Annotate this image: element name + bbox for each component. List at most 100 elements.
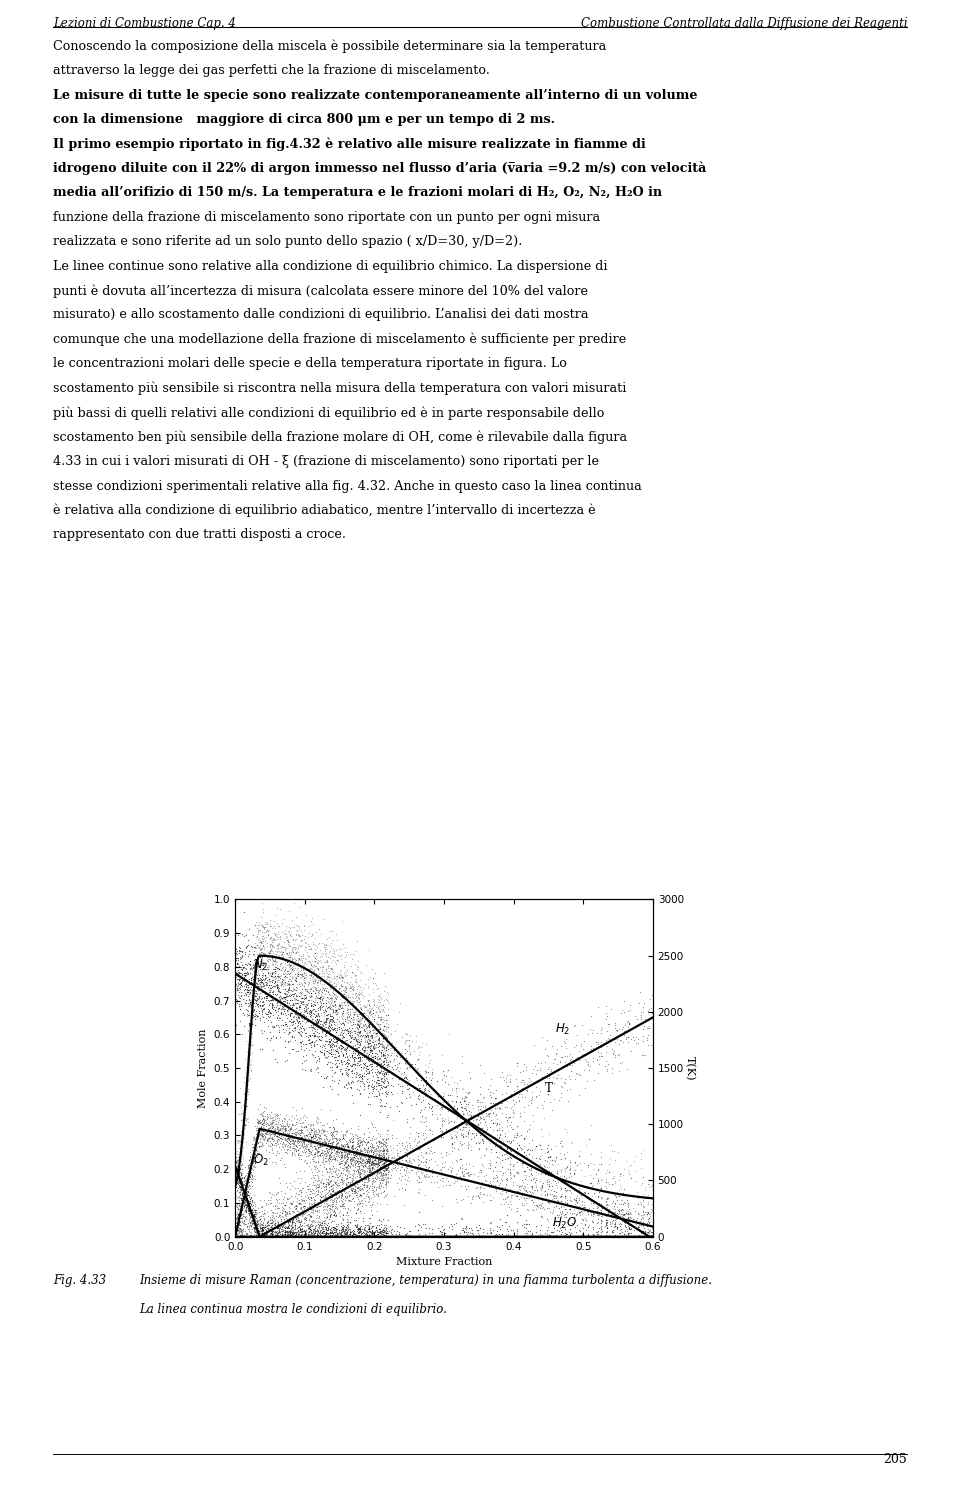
Point — [281, 932, 297, 956]
Point — [356, 1160, 372, 1184]
Point — [240, 1168, 255, 1192]
Point — [338, 1073, 353, 1097]
Point — [369, 1070, 384, 1094]
Point — [263, 1027, 278, 1051]
Point — [304, 976, 320, 1000]
Point — [325, 1204, 341, 1228]
Point — [303, 1225, 319, 1249]
Point — [290, 964, 305, 988]
Point — [534, 1117, 549, 1141]
Point — [298, 1198, 313, 1222]
Point — [435, 1166, 450, 1190]
Point — [346, 1153, 361, 1177]
Point — [278, 1216, 294, 1240]
Point — [365, 1021, 380, 1045]
Point — [232, 1168, 248, 1192]
Point — [230, 1205, 246, 1229]
Point — [338, 1150, 353, 1174]
Point — [230, 1211, 246, 1235]
Point — [257, 1001, 273, 1025]
Point — [234, 1153, 250, 1177]
Point — [247, 1136, 262, 1160]
Point — [542, 1163, 558, 1187]
Point — [341, 1007, 356, 1031]
Point — [349, 1022, 365, 1046]
Point — [399, 1048, 415, 1072]
Point — [357, 1007, 372, 1031]
Point — [380, 982, 396, 1006]
Point — [272, 964, 287, 988]
Point — [336, 1136, 351, 1160]
Point — [229, 1163, 245, 1187]
Point — [228, 1157, 244, 1181]
Point — [265, 1115, 280, 1139]
Point — [546, 1189, 562, 1213]
Point — [263, 1225, 278, 1249]
Point — [590, 1219, 606, 1243]
Point — [277, 983, 293, 1007]
Point — [336, 1190, 351, 1214]
Point — [260, 953, 276, 977]
Point — [636, 1219, 651, 1243]
Point — [313, 1171, 328, 1195]
Point — [384, 1066, 399, 1090]
Point — [380, 1154, 396, 1178]
Point — [319, 950, 334, 974]
Point — [234, 1193, 250, 1217]
Point — [237, 1013, 252, 1037]
Point — [266, 1225, 281, 1249]
Point — [318, 1177, 333, 1201]
Point — [230, 947, 246, 971]
Point — [252, 1126, 268, 1150]
Point — [380, 1003, 396, 1027]
Point — [373, 1160, 389, 1184]
Point — [265, 949, 280, 973]
Point — [264, 1220, 279, 1244]
Point — [334, 1183, 349, 1207]
Point — [265, 1225, 280, 1249]
Point — [372, 1139, 387, 1163]
Point — [322, 1160, 337, 1184]
Point — [563, 1076, 578, 1100]
Point — [362, 1147, 377, 1171]
Point — [334, 1048, 349, 1072]
Point — [258, 985, 274, 1009]
Point — [300, 1124, 315, 1148]
Point — [257, 1202, 273, 1226]
Point — [346, 1141, 361, 1165]
Point — [503, 1225, 518, 1249]
Point — [516, 1183, 532, 1207]
Point — [347, 1049, 362, 1073]
Point — [346, 1177, 361, 1201]
Point — [321, 962, 336, 986]
Point — [256, 1225, 272, 1249]
Point — [480, 1078, 495, 1102]
Point — [444, 1135, 460, 1159]
Point — [277, 964, 293, 988]
Point — [330, 1139, 346, 1163]
Point — [325, 1222, 341, 1246]
Point — [325, 1220, 341, 1244]
Point — [434, 1112, 449, 1136]
Point — [243, 1141, 258, 1165]
Point — [240, 1225, 255, 1249]
Point — [351, 1078, 367, 1102]
Point — [604, 1220, 619, 1244]
Point — [362, 1034, 377, 1058]
Point — [228, 1220, 244, 1244]
Point — [260, 955, 276, 979]
Point — [360, 1186, 375, 1210]
X-axis label: Mixture Fraction: Mixture Fraction — [396, 1258, 492, 1267]
Point — [589, 1201, 605, 1225]
Point — [590, 1169, 606, 1193]
Point — [473, 1117, 489, 1141]
Point — [546, 1180, 562, 1204]
Point — [272, 1018, 287, 1042]
Point — [310, 1216, 325, 1240]
Point — [262, 926, 277, 950]
Point — [373, 1157, 389, 1181]
Point — [234, 1166, 250, 1190]
Point — [266, 1225, 281, 1249]
Point — [455, 1124, 470, 1148]
Point — [271, 1111, 286, 1135]
